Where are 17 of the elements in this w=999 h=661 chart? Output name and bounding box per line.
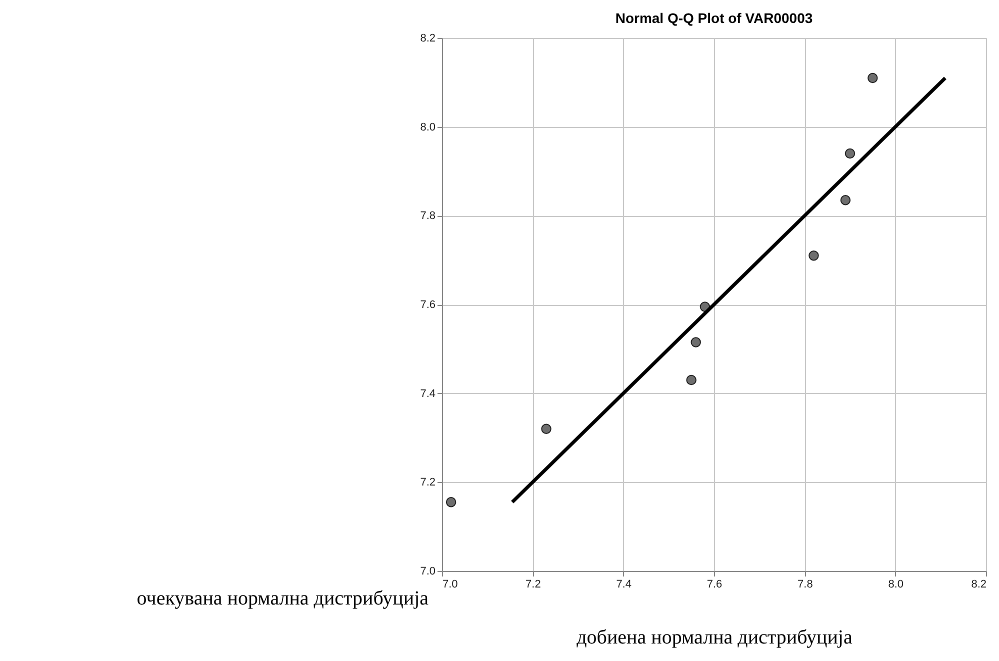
y-tick-label: 7.2 [420,476,436,489]
y-tick-label: 7.8 [420,210,436,222]
chart-title: Normal Q-Q Plot of VAR00003 [615,10,813,26]
x-tick-label: 7.0 [442,578,458,590]
y-tick-label: 8.2 [420,32,436,44]
x-tick-label: 7.8 [798,578,813,590]
y-tick-label: 8.0 [420,121,436,134]
x-tick-label: 7.2 [526,578,541,590]
x-tick-label: 8.0 [888,578,904,590]
x-tick-label: 8.2 [971,578,986,590]
y-tick-label: 7.4 [420,388,436,400]
y-tick-label: 7.6 [420,299,436,311]
y-axis-title: очекувана нормална дистрибуција [136,588,429,610]
y-tick-label: 7.0 [420,566,436,578]
x-axis-title: добиена нормална дистрибуција [576,626,852,648]
x-tick-label: 7.6 [706,578,722,590]
x-tick-label: 7.4 [616,578,632,590]
